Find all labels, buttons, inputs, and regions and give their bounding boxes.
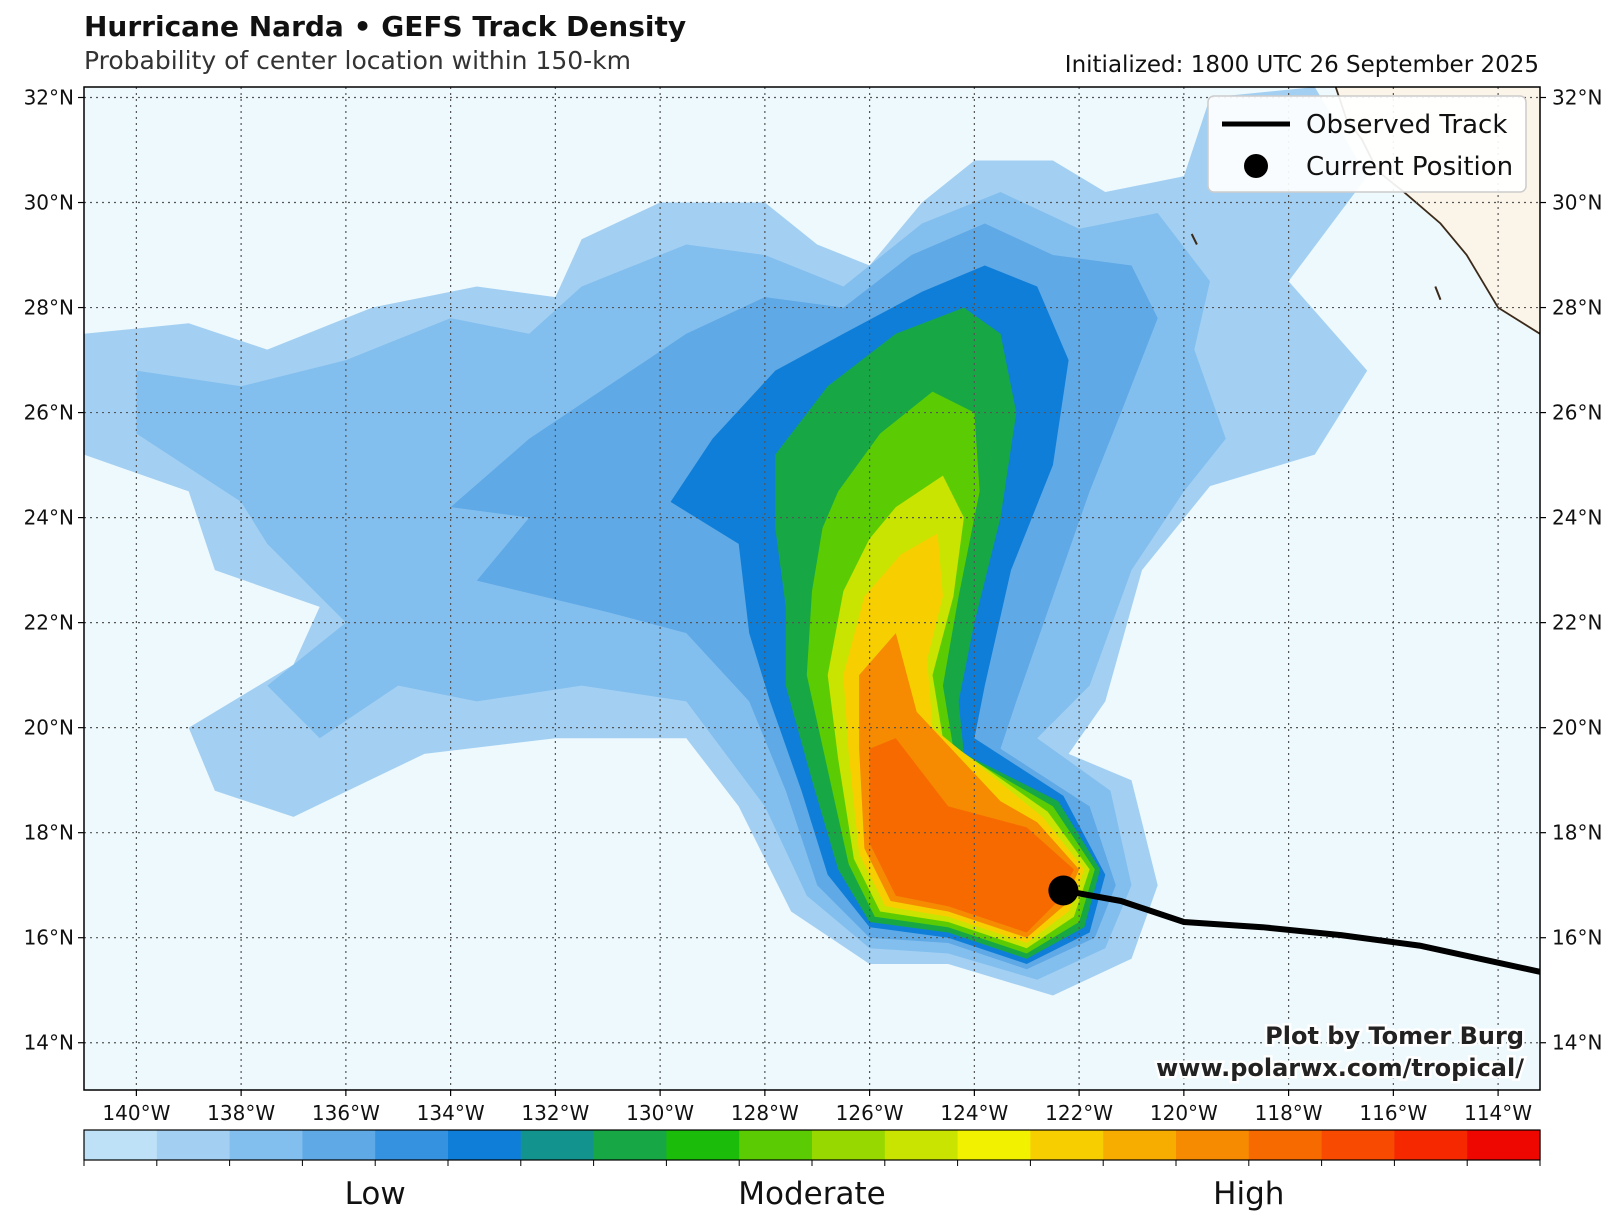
colorbar-swatch [957, 1130, 1031, 1160]
colorbar-swatch [666, 1130, 740, 1160]
lat-tick-label-left: 26°N [24, 401, 74, 425]
lat-tick-label-left: 30°N [24, 191, 74, 215]
colorbar-swatch [520, 1130, 595, 1160]
island-outline [1190, 233, 1198, 245]
colorbar-swatch [1467, 1130, 1541, 1160]
colorbar-labels: Low Moderate High [345, 1176, 1285, 1212]
lon-tick-label: 138°W [207, 1101, 275, 1125]
initialized-time: Initialized: 1800 UTC 26 September 2025 [1064, 52, 1539, 78]
lon-tick-label: 128°W [731, 1101, 799, 1125]
lat-tick-label-left: 16°N [24, 926, 74, 950]
lon-tick-label: 124°W [940, 1101, 1008, 1125]
lat-tick-label-left: 32°N [24, 86, 74, 110]
colorbar-swatch [739, 1130, 813, 1160]
lat-tick-label-left: 18°N [24, 821, 74, 845]
island-outline [1434, 286, 1442, 301]
lat-tick-label-right: 20°N [1552, 716, 1602, 740]
lon-tick-label: 134°W [417, 1101, 485, 1125]
lat-tick-label-right: 32°N [1552, 86, 1602, 110]
colorbar [83, 1129, 1541, 1166]
current-position-marker [1048, 875, 1079, 906]
colorbar-swatch [1176, 1130, 1250, 1160]
colorbar-label-low: Low [345, 1176, 406, 1212]
colorbar-swatch [84, 1130, 158, 1160]
lon-tick-label: 122°W [1045, 1101, 1113, 1125]
credit-line-2: www.polarwx.com/tropical/ [1156, 1054, 1524, 1082]
map-frame [83, 86, 1541, 1091]
legend-position-marker [1244, 154, 1268, 178]
lat-tick-label-right: 22°N [1552, 611, 1602, 635]
colorbar-swatch [1321, 1130, 1395, 1160]
lat-tick-label-right: 14°N [1552, 1031, 1602, 1055]
lon-tick-label: 132°W [521, 1101, 589, 1125]
lat-tick-label-right: 26°N [1552, 401, 1602, 425]
lon-tick-label: 118°W [1255, 1101, 1323, 1125]
lat-tick-label-right: 18°N [1552, 821, 1602, 845]
lat-tick-label-right: 28°N [1552, 296, 1602, 320]
colorbar-swatch [375, 1130, 449, 1160]
observed-track [1060, 887, 1540, 975]
colorbar-label-moderate: Moderate [738, 1176, 885, 1212]
legend-observed-track: Observed Track [1306, 110, 1507, 140]
lat-tick-label-left: 22°N [24, 611, 74, 635]
credit-line-1: Plot by Tomer Burg [1265, 1022, 1524, 1050]
lat-tick-label-right: 30°N [1552, 191, 1602, 215]
colorbar-swatch [884, 1130, 959, 1160]
lon-tick-label: 136°W [312, 1101, 380, 1125]
density-contour-level-16 [869, 738, 1074, 933]
colorbar-swatch [593, 1130, 667, 1160]
colorbar-label-high: High [1213, 1176, 1284, 1212]
lat-tick-label-left: 24°N [24, 506, 74, 530]
legend-box: Observed Track Current Position [1207, 95, 1527, 193]
gridlines [84, 87, 1540, 1090]
colorbar-swatch [302, 1130, 376, 1160]
lat-tick-label-left: 14°N [24, 1031, 74, 1055]
chart-title: Hurricane Narda • GEFS Track Density [84, 10, 687, 43]
lat-tick-label-right: 16°N [1552, 926, 1602, 950]
lon-tick-label: 126°W [836, 1101, 904, 1125]
chart-subtitle: Probability of center location within 15… [84, 46, 632, 75]
axis-tick-labels: 140°W 138°W 136°W 134°W 132°W 130°W 128°W 126°W… [24, 86, 1603, 1125]
lon-tick-label: 130°W [626, 1101, 694, 1125]
colorbar-swatch [1103, 1130, 1177, 1160]
legend-current-position: Current Position [1306, 152, 1513, 182]
axis-ticks [78, 96, 1546, 1096]
colorbar-swatch [1030, 1130, 1104, 1160]
lat-tick-label-left: 20°N [24, 716, 74, 740]
colorbar-swatch [812, 1130, 886, 1160]
lon-tick-label: 140°W [102, 1101, 170, 1125]
colorbar-swatch [229, 1130, 303, 1160]
colorbar-swatch [1394, 1130, 1468, 1160]
observed-track-line [1048, 875, 1540, 975]
colorbar-swatch [1248, 1130, 1323, 1160]
lat-tick-label-right: 24°N [1552, 506, 1602, 530]
colorbar-swatch [448, 1130, 522, 1160]
lon-tick-label: 114°W [1464, 1101, 1532, 1125]
colorbar-swatch [156, 1130, 231, 1160]
lon-tick-label: 120°W [1150, 1101, 1218, 1125]
density-field [84, 87, 1368, 996]
lon-tick-label: 116°W [1359, 1101, 1427, 1125]
lat-tick-label-left: 28°N [24, 296, 74, 320]
